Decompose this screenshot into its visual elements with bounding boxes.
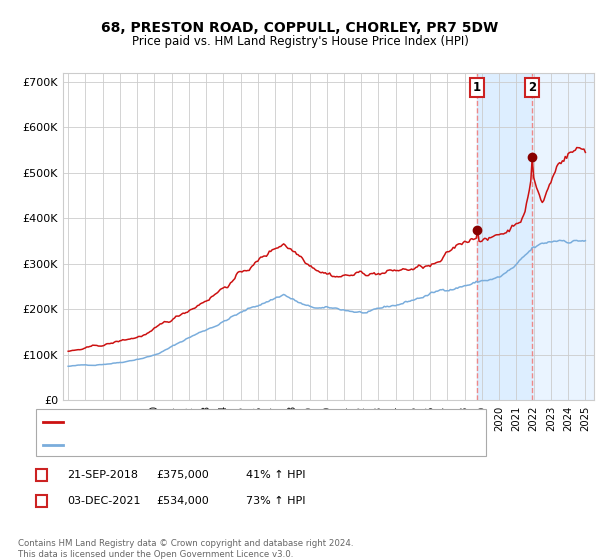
- Text: 41% ↑ HPI: 41% ↑ HPI: [246, 470, 305, 480]
- Text: £534,000: £534,000: [156, 496, 209, 506]
- Text: 68, PRESTON ROAD, COPPULL, CHORLEY, PR7 5DW (detached house): 68, PRESTON ROAD, COPPULL, CHORLEY, PR7 …: [67, 417, 428, 427]
- Text: 2: 2: [38, 496, 46, 506]
- Text: 2: 2: [528, 81, 536, 94]
- Text: 1: 1: [473, 81, 481, 94]
- Text: 73% ↑ HPI: 73% ↑ HPI: [246, 496, 305, 506]
- Text: £375,000: £375,000: [156, 470, 209, 480]
- Text: Price paid vs. HM Land Registry's House Price Index (HPI): Price paid vs. HM Land Registry's House …: [131, 35, 469, 48]
- Text: 21-SEP-2018: 21-SEP-2018: [67, 470, 138, 480]
- Text: Contains HM Land Registry data © Crown copyright and database right 2024.
This d: Contains HM Land Registry data © Crown c…: [18, 539, 353, 559]
- Bar: [532, 73, 596, 400]
- Text: 1: 1: [38, 470, 46, 480]
- Text: HPI: Average price, detached house, Chorley: HPI: Average price, detached house, Chor…: [67, 440, 301, 450]
- Bar: [477, 73, 532, 400]
- Text: 68, PRESTON ROAD, COPPULL, CHORLEY, PR7 5DW: 68, PRESTON ROAD, COPPULL, CHORLEY, PR7 …: [101, 21, 499, 35]
- Text: 03-DEC-2021: 03-DEC-2021: [67, 496, 140, 506]
